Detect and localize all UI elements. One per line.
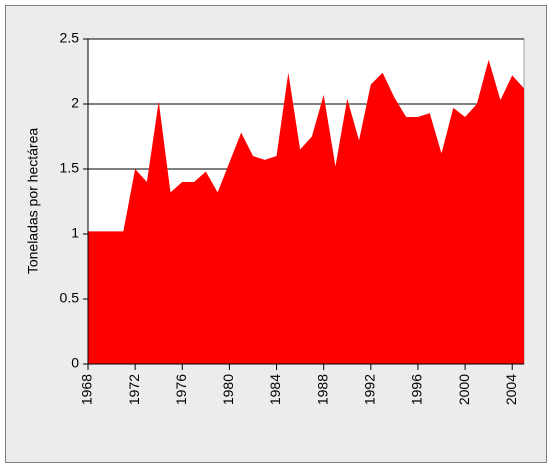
- x-tick-label: 1980: [220, 374, 236, 405]
- area: [88, 59, 524, 365]
- x-tick-label: 2004: [503, 374, 519, 405]
- x-tick-label: 1972: [126, 374, 142, 405]
- y-tick-label: 2.5: [60, 30, 80, 46]
- x-tick-label: 1996: [409, 374, 425, 405]
- x-tick-label: 1976: [173, 374, 189, 405]
- y-tick-label: 1: [71, 225, 79, 241]
- x-tick-label: 1988: [314, 374, 330, 405]
- x-tick-label: 1992: [362, 374, 378, 405]
- x-tick-label: 2000: [456, 374, 472, 405]
- y-tick-label: 0.5: [60, 290, 80, 306]
- y-tick-label: 0: [71, 355, 79, 371]
- y-tick-label: 1.5: [60, 160, 80, 176]
- y-tick-label: 2: [71, 95, 79, 111]
- x-tick-label: 1968: [79, 374, 95, 405]
- y-axis-label: Toneladas por hectárea: [25, 128, 41, 275]
- x-tick-label: 1984: [267, 374, 283, 405]
